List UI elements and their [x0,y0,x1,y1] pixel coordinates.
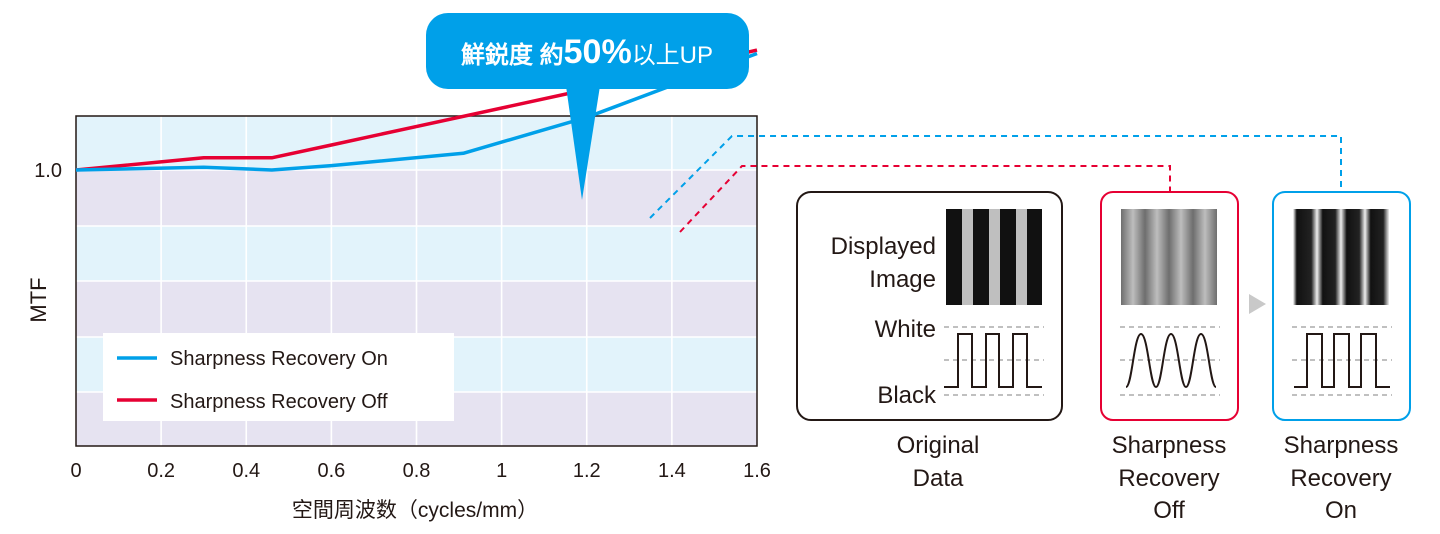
caption-original-line2: Data [913,465,964,492]
x-tick-label: 0 [70,460,81,482]
caption-on-line1: Sharpness [1284,432,1399,459]
legend-label-on: Sharpness Recovery On [170,348,388,370]
connector-off [679,165,1171,233]
displayed-label-line2: Image [869,266,936,293]
legend-box [103,333,454,421]
original-square-wave [944,333,1042,388]
mtf-chart: 0 0.2 0.4 0.6 0.8 1 1.2 1.4 1.6 1.0 空間周波数（cycles… [26,48,771,522]
x-axis-label: 空間周波数（cycles/mm） [292,499,538,522]
caption-on-line3: On [1325,497,1357,524]
callout-suffix: 以上UP [632,42,713,69]
on-square-wave [1294,333,1390,388]
callout-text: 鮮鋭度 約50%以上UP [461,33,713,71]
caption-off-line3: Off [1153,497,1185,524]
panel-original: Displayed Image White Black Original Dat… [796,191,1063,492]
arrow-right-icon [1249,294,1266,314]
off-blurred-image [1121,209,1217,305]
y-tick-label: 1.0 [34,160,62,182]
white-label: White [875,316,936,343]
x-tick-label: 1 [496,460,507,482]
x-tick-label: 1.4 [658,460,686,482]
connector-on [649,135,1342,219]
off-sine-wave [1125,332,1217,389]
caption-on-line2: Recovery [1290,465,1391,492]
panel-recovery-on: Sharpness Recovery On [1272,191,1411,524]
x-tick-label: 0.4 [232,460,260,482]
x-tick-labels: 0 0.2 0.4 0.6 0.8 1 1.2 1.4 1.6 [70,460,770,482]
callout-highlight: 50% [564,33,632,71]
callout-prefix: 鮮鋭度 約 [461,41,564,69]
x-tick-label: 0.6 [317,460,345,482]
callout-box [426,13,749,89]
callout-bubble: 鮮鋭度 約50%以上UP [426,13,749,200]
x-tick-label: 1.2 [573,460,601,482]
off-waveform-guides [1120,326,1220,396]
y-axis-label: MTF [26,277,51,322]
black-label: Black [877,382,937,409]
legend: Sharpness Recovery On Sharpness Recovery… [103,333,454,421]
panel-recovery-off: Sharpness Recovery Off [1100,191,1239,524]
displayed-label-line1: Displayed [831,233,936,260]
plot-frame [75,115,758,447]
x-tick-label: 0.8 [403,460,431,482]
on-sharpened-image [1293,209,1389,305]
caption-off-line1: Sharpness [1112,432,1227,459]
x-tick-label: 1.6 [743,460,771,482]
legend-label-off: Sharpness Recovery Off [170,391,388,413]
callout-pointer [566,86,600,200]
caption-original-line1: Original [897,432,980,459]
x-tick-label: 0.2 [147,460,175,482]
caption-off-line2: Recovery [1118,465,1219,492]
y-tick-labels: 1.0 [34,160,62,182]
original-stripe-image [946,209,1042,305]
